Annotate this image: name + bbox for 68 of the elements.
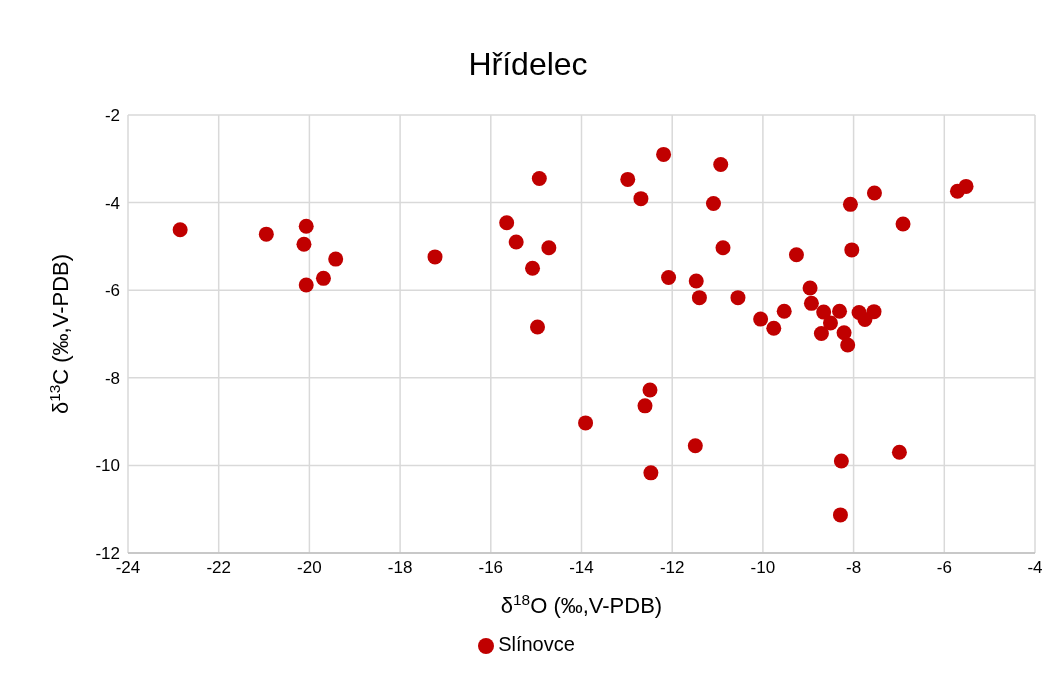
point <box>620 171 636 187</box>
x-axis-title: δ$^{18}$O (‰,V-PDB) <box>500 590 663 618</box>
point <box>788 247 804 263</box>
point <box>866 185 882 201</box>
x-tick-label: -10 <box>750 558 776 578</box>
point <box>296 236 312 252</box>
point <box>891 444 907 460</box>
point <box>508 234 524 250</box>
point <box>298 277 314 293</box>
x-tick-label: -22 <box>206 558 231 578</box>
point <box>730 290 746 306</box>
point <box>531 171 547 187</box>
point <box>822 315 838 331</box>
point <box>816 304 832 320</box>
point <box>802 280 818 296</box>
x-tick-label: -14 <box>569 558 594 578</box>
point <box>687 438 703 454</box>
legend-label: Slínovce <box>498 633 575 655</box>
x-tick-label: -8 <box>846 558 862 578</box>
point <box>637 398 653 414</box>
x-tick-label: -16 <box>478 558 504 578</box>
x-tick-label: -18 <box>387 558 413 578</box>
point <box>813 326 829 342</box>
y-tick-label: -6 <box>104 281 120 301</box>
point <box>258 226 274 242</box>
point <box>713 156 729 172</box>
point <box>958 178 974 194</box>
point <box>715 240 731 256</box>
point <box>866 304 882 320</box>
point <box>766 320 782 336</box>
point <box>578 415 594 431</box>
y-tick-label: -8 <box>104 368 120 388</box>
point <box>844 242 860 258</box>
point <box>842 196 858 212</box>
point <box>688 273 704 289</box>
point <box>328 251 344 267</box>
chart-title: Hřídelec <box>467 46 589 83</box>
point <box>836 325 852 341</box>
point <box>656 146 672 162</box>
x-tick-label: -4 <box>1027 558 1043 578</box>
point <box>661 270 677 285</box>
point <box>541 240 557 256</box>
point <box>315 270 331 286</box>
point <box>643 465 659 481</box>
point <box>633 191 649 207</box>
point <box>525 260 541 276</box>
point <box>832 303 848 319</box>
point <box>840 337 856 353</box>
point <box>642 382 658 398</box>
point <box>753 311 769 327</box>
x-tick-label: -6 <box>936 558 952 578</box>
point <box>832 507 848 523</box>
x-tick-label: -12 <box>659 558 685 578</box>
x-tick-label: -20 <box>297 558 322 578</box>
point <box>803 295 819 311</box>
y-tick-label: -10 <box>95 456 120 476</box>
point <box>691 290 707 306</box>
point <box>776 303 792 319</box>
point <box>833 453 849 469</box>
point <box>530 319 546 335</box>
point <box>172 222 188 238</box>
point <box>705 195 721 211</box>
point <box>427 249 443 265</box>
point <box>499 215 515 231</box>
point <box>298 218 314 234</box>
y-tick-label: -2 <box>104 106 120 126</box>
point <box>895 216 911 232</box>
y-tick-label: -4 <box>104 193 120 213</box>
